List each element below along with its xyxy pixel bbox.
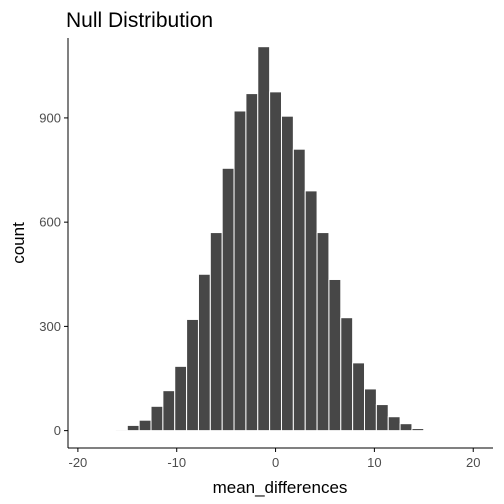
histogram-bar [352, 362, 366, 432]
histogram-bar [387, 416, 401, 432]
histogram-bar [375, 404, 389, 432]
chart-title: Null Distribution [66, 9, 213, 32]
histogram-bar [280, 115, 294, 432]
x-axis-ticks: -20 -10 0 10 20 [68, 448, 480, 470]
histogram-bar [233, 110, 247, 432]
histogram-bar [399, 423, 413, 432]
histogram-bar [126, 424, 140, 432]
histogram-bar [328, 278, 342, 432]
y-tick-label: 900 [39, 110, 61, 125]
y-tick-label: 0 [54, 423, 61, 438]
x-tick-label: -20 [68, 455, 87, 470]
histogram-bar [340, 317, 354, 432]
histogram-bar [316, 232, 330, 432]
histogram-bar [138, 419, 152, 432]
histogram-bar [245, 93, 259, 432]
x-tick-label: 0 [272, 455, 279, 470]
x-tick-label: 20 [466, 455, 480, 470]
y-tick-label: 600 [39, 215, 61, 230]
histogram-bar [114, 429, 128, 432]
histogram-bar [209, 232, 223, 432]
histogram-bars [114, 46, 437, 432]
histogram-bar [174, 365, 188, 432]
histogram-bar [411, 428, 425, 432]
histogram-bar [304, 190, 318, 432]
histogram-bar [197, 273, 211, 432]
histogram-bar [423, 429, 437, 432]
histogram-bar [364, 388, 377, 432]
histogram-bar [150, 405, 164, 432]
histogram-bar [257, 46, 271, 432]
histogram-bar [292, 148, 306, 432]
histogram-bar [162, 390, 176, 432]
y-axis-ticks: 0 300 600 900 [39, 110, 68, 438]
x-tick-label: -10 [167, 455, 186, 470]
y-tick-label: 300 [39, 319, 61, 334]
x-tick-label: 10 [367, 455, 381, 470]
y-axis-title: count [9, 222, 28, 264]
x-axis-title: mean_differences [213, 478, 348, 497]
histogram-bar [221, 167, 235, 432]
histogram-bar [269, 91, 282, 432]
histogram-bar [186, 318, 199, 432]
